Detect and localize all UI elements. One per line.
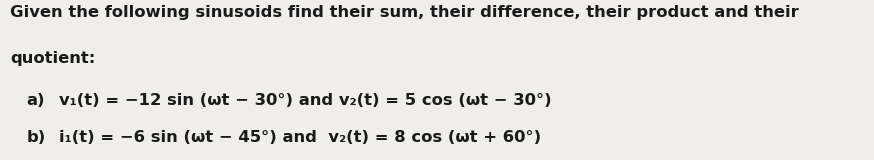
Text: i₁(t) = −6 sin (ωt − 45°) and  v₂(t) = 8 cos (ωt + 60°): i₁(t) = −6 sin (ωt − 45°) and v₂(t) = 8 …	[59, 130, 542, 145]
Text: v₁(t) = −12 sin (ωt − 30°) and v₂(t) = 5 cos (ωt − 30°): v₁(t) = −12 sin (ωt − 30°) and v₂(t) = 5…	[59, 93, 552, 108]
Text: quotient:: quotient:	[10, 51, 96, 66]
Text: a): a)	[26, 93, 45, 108]
Text: Given the following sinusoids find their sum, their difference, their product an: Given the following sinusoids find their…	[10, 5, 799, 20]
Text: b): b)	[26, 130, 45, 145]
